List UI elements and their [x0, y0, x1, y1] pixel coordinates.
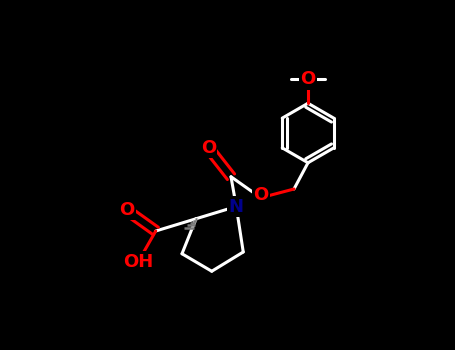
Text: OH: OH: [123, 253, 153, 271]
Text: O: O: [300, 70, 316, 89]
Text: N: N: [229, 197, 244, 216]
Text: O: O: [119, 201, 135, 219]
Text: O: O: [253, 186, 268, 204]
Text: O: O: [201, 139, 216, 157]
